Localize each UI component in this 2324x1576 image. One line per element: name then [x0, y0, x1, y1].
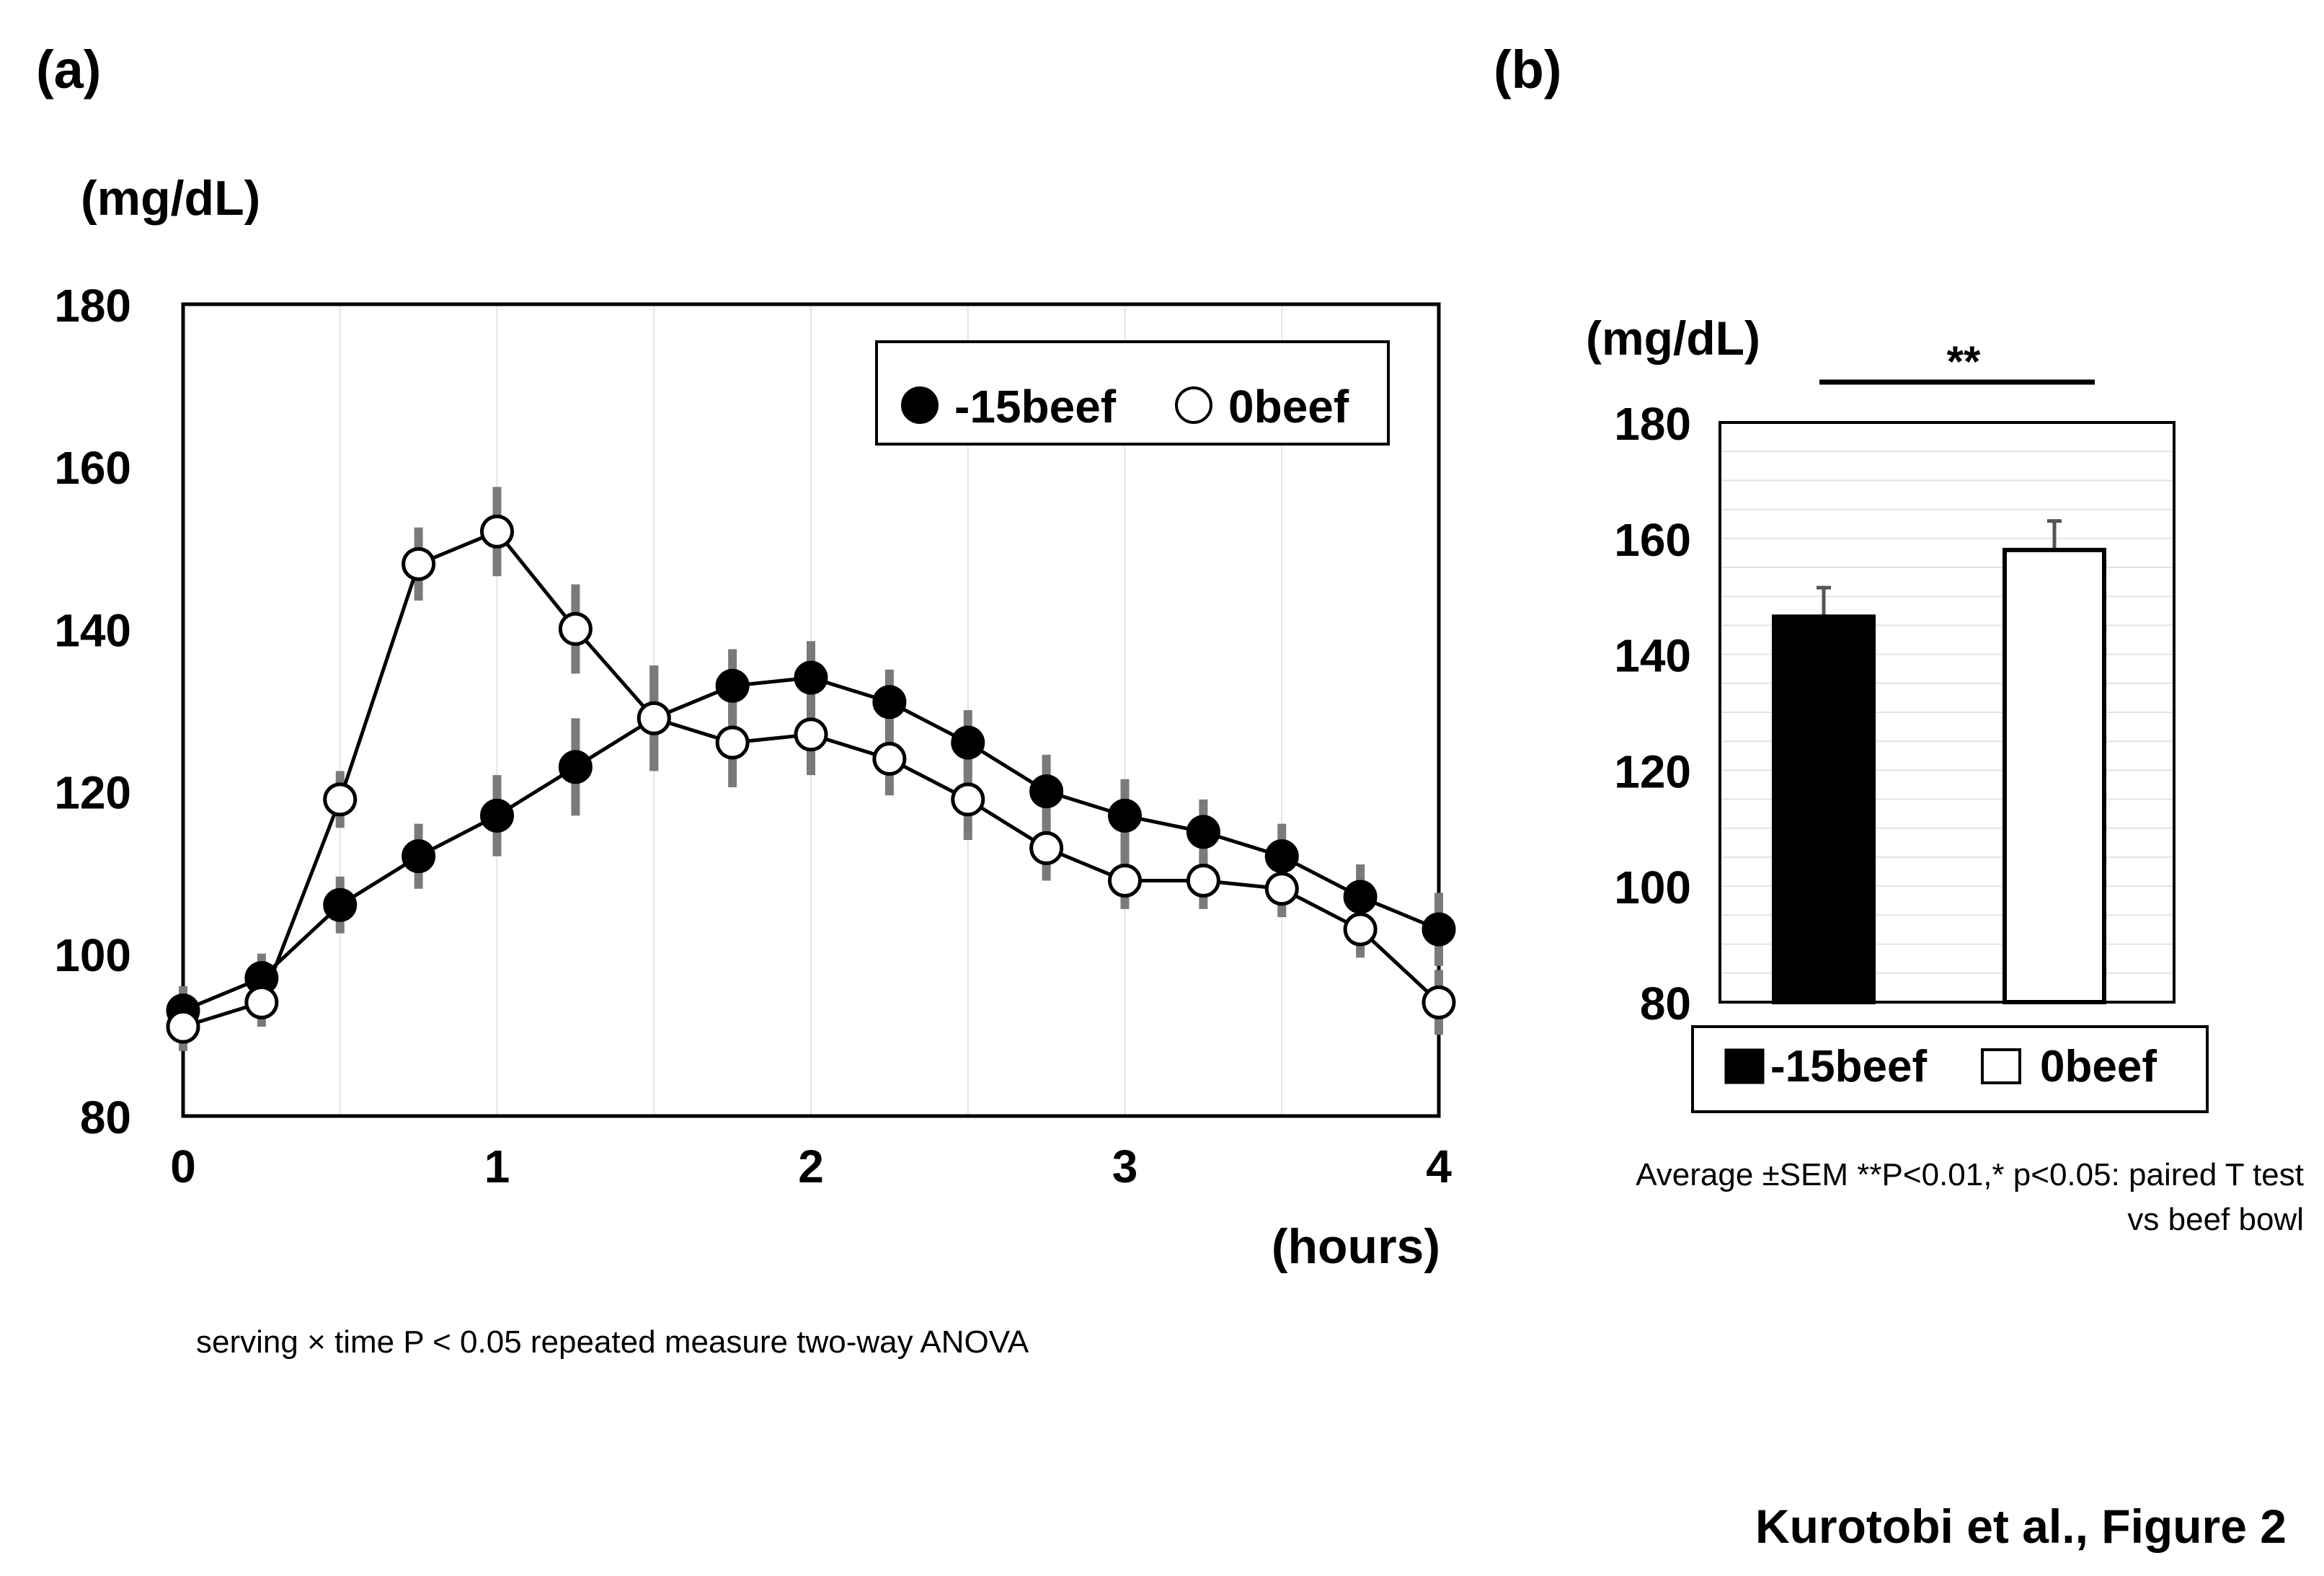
legend-a-open-circle-icon: [1175, 386, 1212, 424]
panel-b-plot-frame: [1718, 421, 2176, 1004]
panel-a-data-point-1: [1343, 880, 1378, 914]
panel-a-data-point-2: [480, 514, 514, 549]
panel-a-y-tick-label: 120: [54, 767, 131, 819]
panel-a-legend: [875, 340, 1390, 446]
panel-a-data-point-2: [872, 742, 907, 776]
panel-a-y-unit: (mg/dL): [81, 171, 260, 226]
panel-a-y-tick-label: 180: [54, 280, 131, 332]
panel-b-y-tick-label: 140: [1614, 630, 1691, 682]
panel-a-x-tick-label: 2: [798, 1141, 824, 1192]
panel-a-y-tick-label: 100: [54, 929, 131, 981]
panel-a-x-label: (hours): [1272, 1219, 1440, 1274]
panel-a-data-point-1: [872, 685, 907, 720]
panel-b-y-ticks: 80 100 120 140 160 180: [1614, 398, 1691, 1030]
panel-a-data-point-2: [637, 701, 671, 735]
panel-a-x-tick-label: 0: [170, 1141, 196, 1192]
panel-b-y-tick-label: 100: [1614, 862, 1691, 913]
panel-a-data-point-1: [794, 660, 828, 695]
panel-a-data-point-1: [1186, 815, 1220, 849]
panel-a-data-point-2: [794, 717, 828, 752]
panel-a-x-tick-label: 1: [484, 1141, 510, 1192]
panel-a-data-point-1: [558, 750, 593, 784]
panel-a-data-point-2: [1108, 863, 1142, 898]
panel-b-label: (b): [1494, 40, 1562, 99]
panel-b-y-unit: (mg/dL): [1586, 311, 1760, 365]
panel-a-data-point-2: [715, 725, 750, 760]
panel-a-series: [166, 487, 1456, 1051]
panel-a-data-point-2: [166, 1009, 200, 1044]
legend-a-series-2-label: 0beef: [1228, 381, 1349, 433]
panel-b-legend: [1691, 1025, 2209, 1113]
panel-a-data-point-1: [480, 798, 514, 833]
panel-a-x-ticks: 0 1 2 3 4: [170, 1141, 1452, 1192]
panel-a-data-point-1: [1108, 798, 1142, 833]
panel-b-stat-note-line-1: Average ±SEM **P<0.01,* p<0.05: paired T…: [1636, 1157, 2304, 1192]
panel-b-y-tick-label: 120: [1614, 745, 1691, 797]
panel-a-data-point-2: [1029, 831, 1064, 865]
panel-a-data-point-1: [402, 839, 436, 874]
panel-a-data-point-2: [951, 782, 985, 817]
legend-b-series-2-label: 0beef: [2040, 1042, 2157, 1092]
figure-caption: Kurotobi et al., Figure 2: [1755, 1500, 2287, 1553]
panel-a-data-point-1: [1422, 912, 1456, 947]
legend-a-series-1-label: -15beef: [954, 381, 1117, 433]
panel-a-data-point-2: [1422, 985, 1456, 1019]
legend-a-filled-circle-icon: [901, 386, 939, 424]
panel-a-y-ticks: 80 100 120 140 160 180: [54, 280, 131, 1143]
legend-b-filled-square-icon: [1724, 1048, 1765, 1084]
panel-a-data-point-2: [402, 546, 436, 581]
panel-a-label: (a): [36, 40, 101, 99]
panel-a-plot-frame: [181, 302, 1441, 1118]
panel-b-bar-1: [1772, 614, 1876, 1004]
panel-a-data-point-2: [1186, 863, 1220, 898]
panel-a-data-point-1: [715, 668, 750, 703]
panel-a-data-point-1: [951, 725, 985, 760]
panel-b-y-tick-label: 160: [1614, 514, 1691, 566]
panel-a-y-tick-label: 140: [54, 604, 131, 656]
panel-a-data-point-2: [323, 782, 358, 817]
panel-a-data-point-2: [244, 985, 279, 1019]
panel-a-x-tick-label: 4: [1426, 1141, 1452, 1192]
panel-b-stat-note-line-2: vs beef bowl: [2127, 1202, 2304, 1237]
panel-a-stat-note: serving × time P < 0.05 repeated measure…: [196, 1324, 1029, 1360]
panel-a-data-point-1: [323, 887, 358, 922]
panel-b-y-tick-label: 180: [1614, 398, 1691, 450]
panel-a-data-point-2: [558, 611, 593, 646]
panel-b-y-tick-label: 80: [1640, 978, 1691, 1030]
significance-marker: **: [1947, 337, 1981, 386]
panel-a-data-point-2: [1343, 912, 1378, 947]
legend-b-series-1-label: -15beef: [1770, 1042, 1927, 1092]
legend-b-open-square-icon: [1981, 1048, 2021, 1084]
panel-a-data-point-1: [1264, 839, 1299, 874]
panel-a-data-point-1: [1029, 774, 1064, 809]
panel-a-x-tick-label: 3: [1112, 1141, 1138, 1192]
panel-b-bar-2: [2003, 547, 2106, 1004]
panel-a-data-point-2: [1264, 872, 1299, 906]
panel-b-bars: [1772, 519, 2106, 1004]
panel-a-y-tick-label: 80: [80, 1092, 131, 1143]
panel-a-y-tick-label: 160: [54, 442, 131, 494]
